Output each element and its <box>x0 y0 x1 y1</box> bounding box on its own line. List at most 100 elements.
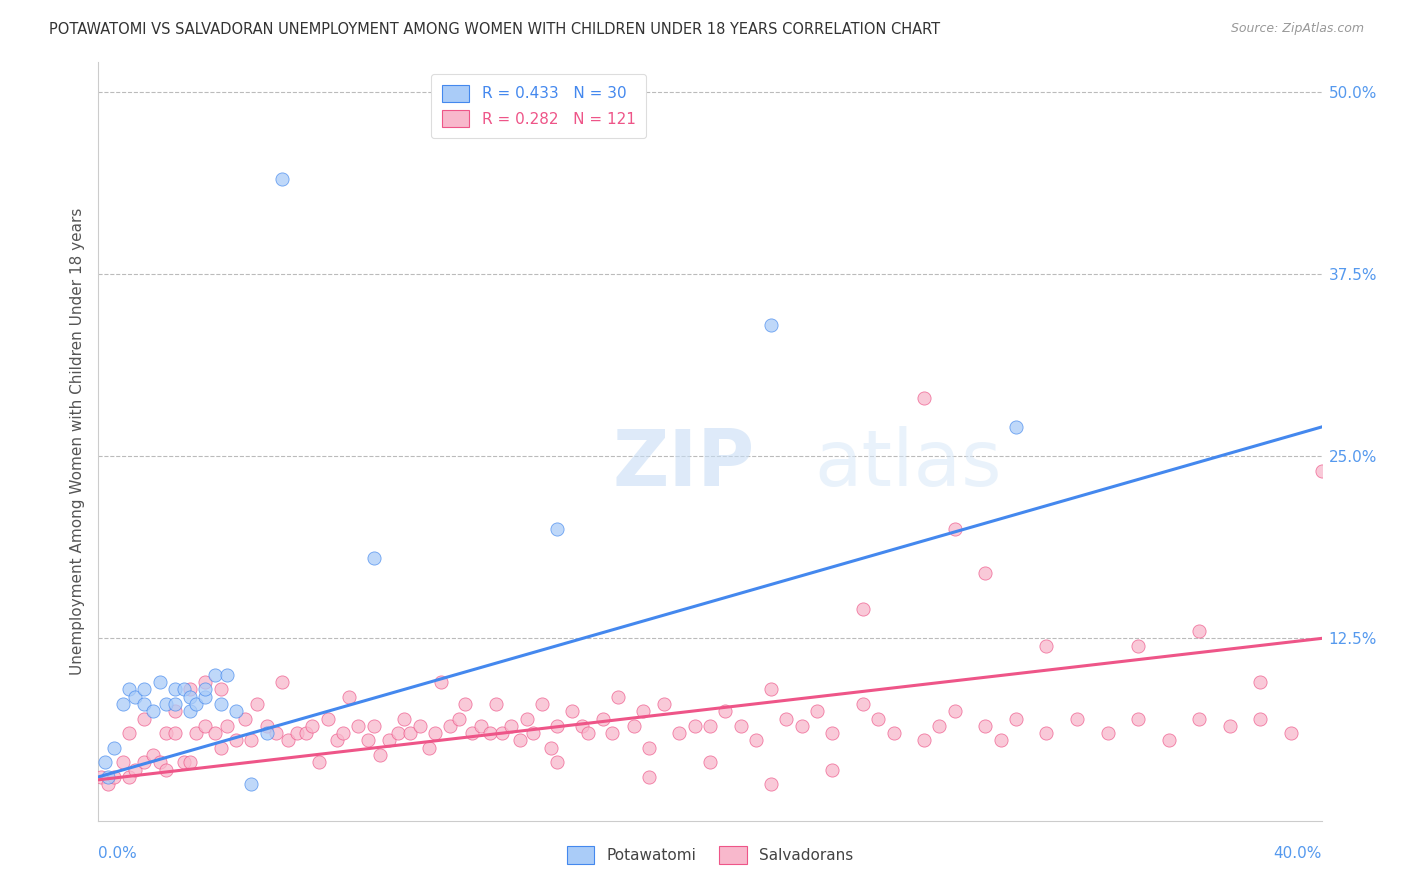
Point <box>943 704 966 718</box>
Point <box>215 668 238 682</box>
Point <box>623 719 645 733</box>
Point <box>637 770 661 784</box>
Point <box>209 697 232 711</box>
Point <box>368 747 391 762</box>
Point <box>408 719 430 733</box>
Point <box>209 682 232 697</box>
Point <box>974 566 997 580</box>
Point <box>478 726 501 740</box>
Point <box>124 690 146 704</box>
Point <box>1128 639 1150 653</box>
Text: 0.0%: 0.0% <box>98 846 138 861</box>
Point <box>149 675 172 690</box>
Text: POTAWATOMI VS SALVADORAN UNEMPLOYMENT AMONG WOMEN WITH CHILDREN UNDER 18 YEARS C: POTAWATOMI VS SALVADORAN UNEMPLOYMENT AM… <box>49 22 941 37</box>
Point <box>1188 712 1211 726</box>
Point <box>256 726 278 740</box>
Point <box>516 712 538 726</box>
Point <box>759 682 782 697</box>
Point <box>546 522 568 536</box>
Point <box>1157 733 1180 747</box>
Point <box>173 756 195 770</box>
Point <box>111 756 134 770</box>
Point <box>491 726 513 740</box>
Point <box>179 756 201 770</box>
Point <box>1310 464 1333 478</box>
Point <box>470 719 492 733</box>
Point <box>1035 726 1057 740</box>
Point <box>347 719 370 733</box>
Point <box>118 682 141 697</box>
Point <box>821 726 844 740</box>
Point <box>1097 726 1119 740</box>
Point <box>209 740 232 755</box>
Point <box>142 747 165 762</box>
Point <box>246 697 269 711</box>
Point <box>546 756 568 770</box>
Y-axis label: Unemployment Among Women with Children Under 18 years: Unemployment Among Women with Children U… <box>69 208 84 675</box>
Point <box>668 726 690 740</box>
Point <box>449 712 471 726</box>
Point <box>745 733 768 747</box>
Point <box>103 770 125 784</box>
Point <box>652 697 675 711</box>
Text: ZIP: ZIP <box>612 426 755 502</box>
Point <box>93 756 115 770</box>
Point <box>1279 726 1302 740</box>
Point <box>1004 712 1026 726</box>
Point <box>179 682 201 697</box>
Point <box>378 733 401 747</box>
Point <box>163 726 186 740</box>
Point <box>301 719 323 733</box>
Point <box>363 551 385 566</box>
Point <box>285 726 308 740</box>
Point <box>775 712 797 726</box>
Point <box>326 733 349 747</box>
Point <box>714 704 737 718</box>
Point <box>155 763 177 777</box>
Point <box>225 704 247 718</box>
Point <box>332 726 354 740</box>
Point <box>264 726 287 740</box>
Point <box>186 726 208 740</box>
Point <box>576 726 599 740</box>
Point <box>1219 719 1241 733</box>
Point <box>730 719 752 733</box>
Point <box>134 712 156 726</box>
Point <box>423 726 446 740</box>
Point <box>97 770 120 784</box>
Point <box>883 726 905 740</box>
Point <box>1004 420 1026 434</box>
Point <box>225 733 247 747</box>
Point <box>163 697 186 711</box>
Point <box>1066 712 1088 726</box>
Point <box>97 777 120 791</box>
Point <box>607 690 630 704</box>
Point <box>142 704 165 718</box>
Point <box>308 756 330 770</box>
Point <box>974 719 997 733</box>
Point <box>240 777 263 791</box>
Point <box>163 704 186 718</box>
Point <box>111 697 134 711</box>
Point <box>155 697 177 711</box>
Point <box>277 733 299 747</box>
Point <box>637 740 661 755</box>
Point <box>240 733 263 747</box>
Point <box>204 668 226 682</box>
Point <box>134 756 156 770</box>
Point <box>540 740 562 755</box>
Point <box>699 756 721 770</box>
Point <box>759 318 782 332</box>
Point <box>186 697 208 711</box>
Point <box>683 719 706 733</box>
Point <box>439 719 461 733</box>
Point <box>356 733 378 747</box>
Point <box>806 704 828 718</box>
Point <box>699 719 721 733</box>
Point <box>943 522 966 536</box>
Point <box>387 726 409 740</box>
Point <box>530 697 553 711</box>
Point <box>600 726 623 740</box>
Point <box>194 690 217 704</box>
Point <box>460 726 482 740</box>
